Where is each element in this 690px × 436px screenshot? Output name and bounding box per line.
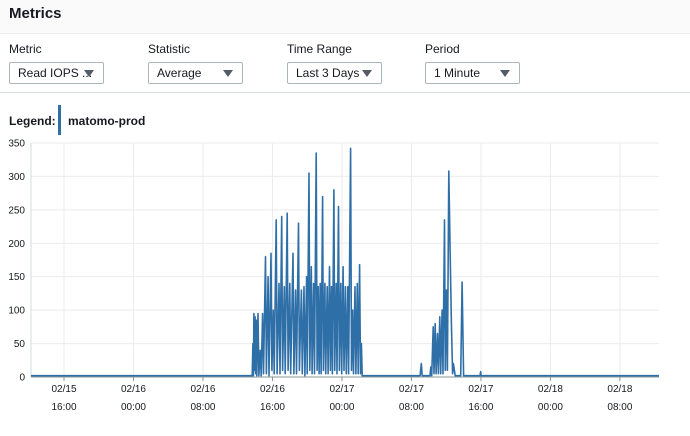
metric-control: Metric Read IOPS ... <box>9 42 104 84</box>
statistic-select-value: Average <box>157 66 202 80</box>
chevron-down-icon <box>223 70 233 77</box>
line-chart: 0 50 100 150 200 250 300 350 02/15 16:00 02/16 00:0… <box>8 139 659 413</box>
metrics-header: Metrics <box>0 0 690 34</box>
chevron-down-icon <box>500 70 510 77</box>
x-tick-label-time: 08:00 <box>607 402 632 413</box>
legend-swatch <box>58 105 61 135</box>
metric-label: Metric <box>9 42 42 56</box>
period-label: Period <box>425 42 460 56</box>
y-tick-label: 350 <box>8 139 25 150</box>
period-control: Period 1 Minute <box>425 42 520 84</box>
chart-series <box>31 147 659 377</box>
chevron-down-icon <box>362 70 372 77</box>
x-tick-label-time: 08:00 <box>190 402 215 413</box>
time-range-select-value: Last 3 Days <box>296 66 360 80</box>
period-select[interactable]: 1 Minute <box>425 62 520 84</box>
x-tick-label-time: 00:00 <box>121 402 146 413</box>
statistic-label: Statistic <box>148 42 191 56</box>
x-tick-label-time: 16:00 <box>51 402 76 413</box>
statistic-control: Statistic Average <box>148 42 243 84</box>
period-select-value: 1 Minute <box>434 66 481 80</box>
y-tick-label: 200 <box>8 239 25 250</box>
x-tick-label-date: 02/16 <box>260 384 285 395</box>
y-tick-label: 100 <box>8 306 25 317</box>
x-tick-label-date: 02/17 <box>329 384 354 395</box>
x-tick-label-date: 02/18 <box>538 384 563 395</box>
x-tick-label-time: 16:00 <box>468 402 493 413</box>
y-tick-label: 50 <box>14 339 26 350</box>
x-tick-label-date: 02/16 <box>190 384 215 395</box>
statistic-select[interactable]: Average <box>148 62 243 84</box>
x-tick-label-date: 02/18 <box>607 384 632 395</box>
page-title: Metrics <box>9 5 62 22</box>
metric-select[interactable]: Read IOPS ... <box>9 62 104 84</box>
chart-axes: 0 50 100 150 200 250 300 350 02/15 16:00 02/16 00:0… <box>8 139 659 413</box>
x-tick-label-time: 08:00 <box>399 402 424 413</box>
time-range-control: Time Range Last 3 Days <box>287 42 382 84</box>
x-tick-label-date: 02/17 <box>399 384 424 395</box>
y-tick-label: 300 <box>8 172 25 183</box>
y-tick-label: 0 <box>19 373 25 384</box>
x-tick-label-time: 16:00 <box>260 402 285 413</box>
legend-series-name[interactable]: matomo-prod <box>68 114 146 128</box>
y-tick-label: 150 <box>8 272 25 283</box>
metric-select-value: Read IOPS ... <box>18 66 93 80</box>
x-tick-label-date: 02/15 <box>51 384 76 395</box>
time-range-label: Time Range <box>287 42 352 56</box>
x-tick-label-time: 00:00 <box>329 402 354 413</box>
time-range-select[interactable]: Last 3 Days <box>287 62 382 84</box>
series-line-matomo-prod <box>31 147 659 377</box>
legend-label: Legend: <box>9 114 56 128</box>
x-tick-label-date: 02/16 <box>121 384 146 395</box>
x-tick-label-date: 02/17 <box>468 384 493 395</box>
x-tick-label-time: 00:00 <box>538 402 563 413</box>
divider <box>0 92 690 93</box>
y-tick-label: 250 <box>8 205 25 216</box>
chevron-down-icon <box>84 70 94 77</box>
